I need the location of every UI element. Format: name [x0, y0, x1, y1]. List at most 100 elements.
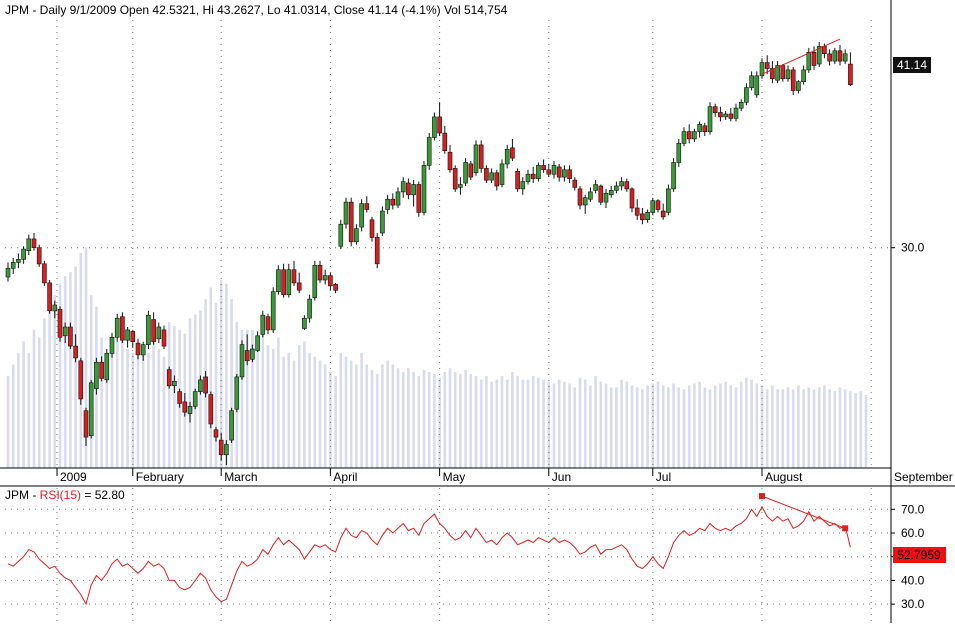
chart-title: JPM - Daily 9/1/2009 Open 42.5321, Hi 43… — [5, 3, 508, 17]
candle-body — [702, 125, 708, 133]
volume-bar — [734, 387, 738, 468]
volume-bar — [240, 329, 244, 468]
volume-bar — [750, 379, 753, 468]
volume-bar — [797, 385, 800, 468]
volume-bar — [136, 356, 140, 468]
month-label: Jul — [656, 470, 671, 484]
candle-body — [478, 144, 484, 169]
candle-body — [697, 124, 702, 132]
volume-bar — [27, 352, 31, 468]
price-y-tick-label: 30.0 — [901, 241, 925, 255]
volume-bar — [781, 389, 785, 468]
volume-bar — [261, 333, 265, 468]
volume-bar — [661, 385, 665, 468]
rsi-line — [7, 505, 851, 606]
candle-body — [837, 50, 843, 62]
volume-bar — [656, 381, 660, 468]
candle-body — [312, 264, 318, 298]
rsi-trend-handle — [759, 493, 765, 500]
candle-body — [161, 329, 167, 347]
volume-bar — [381, 364, 384, 468]
volume-bar — [542, 379, 545, 468]
volume-bar — [859, 391, 863, 468]
candle-body — [354, 228, 359, 243]
candle-body — [343, 201, 349, 225]
candle-body — [536, 165, 541, 179]
volume-bar — [620, 379, 623, 468]
candle-body — [614, 185, 619, 191]
volume-bar — [412, 372, 415, 468]
volume-bar — [609, 387, 613, 468]
candle-body — [114, 317, 120, 338]
candle-body — [380, 210, 385, 234]
candle-body — [796, 81, 801, 91]
rsi-tag-bg — [893, 547, 946, 563]
volume-bar — [485, 375, 488, 468]
candle-body — [369, 219, 375, 238]
volume-bar — [604, 383, 608, 468]
candle-body — [234, 376, 240, 410]
volume-bar — [531, 375, 535, 468]
volume-bar — [511, 372, 514, 468]
volume-bar — [339, 352, 343, 468]
month-label: September — [894, 470, 953, 484]
volume-layer — [6, 247, 868, 468]
volume-bar — [833, 391, 837, 468]
candle-body — [73, 345, 78, 359]
candle-body — [827, 53, 832, 62]
volume-bar — [573, 387, 577, 468]
candle-body — [572, 179, 578, 188]
candle-body — [411, 184, 416, 196]
volume-bar — [557, 379, 561, 468]
candle-body — [328, 275, 333, 287]
candle-body — [655, 200, 661, 210]
candle-body — [286, 269, 292, 296]
volume-bar — [687, 385, 691, 468]
volume-bar — [443, 372, 447, 468]
candle-body — [78, 360, 84, 400]
candle-body — [484, 168, 489, 181]
volume-bar — [807, 387, 811, 468]
candle-body — [567, 169, 572, 179]
candle-body — [364, 203, 370, 210]
candle-body — [333, 284, 338, 291]
volume-bar — [121, 335, 124, 468]
candle-body — [832, 50, 838, 62]
volume-bar — [459, 374, 462, 468]
volume-bar — [214, 302, 218, 468]
volume-bar — [599, 381, 603, 468]
volume-bar — [823, 385, 826, 468]
candle-body — [811, 51, 817, 66]
candle-body — [426, 137, 432, 166]
rsi-title-indicator: RSI(15) — [40, 488, 81, 502]
volume-bar — [58, 283, 62, 468]
volume-bar — [594, 375, 597, 468]
volume-bar — [724, 381, 727, 468]
candle-body — [385, 198, 390, 210]
candle-body — [208, 394, 214, 425]
candle-body — [629, 188, 635, 209]
candle-body — [546, 169, 552, 175]
candle-body — [229, 410, 234, 441]
volume-bar — [864, 395, 868, 468]
candle-body — [790, 69, 796, 91]
volume-bar — [755, 383, 759, 468]
candle-body — [666, 188, 671, 213]
candle-body — [83, 410, 89, 438]
volume-bar — [22, 341, 25, 468]
candle-body — [707, 106, 713, 132]
volume-bar — [396, 368, 400, 468]
volume-bar — [287, 352, 291, 468]
volume-bar — [318, 360, 322, 468]
candle-body — [541, 165, 546, 171]
volume-bar — [152, 337, 155, 468]
volume-bar — [37, 337, 41, 468]
volume-bar — [651, 383, 655, 468]
candle-layer — [5, 42, 853, 466]
candle-body — [640, 213, 645, 221]
candle-body — [338, 223, 344, 247]
volume-bar — [162, 356, 166, 468]
rsi-y-tick-label: 70.0 — [901, 502, 925, 516]
volume-bar — [849, 391, 852, 468]
candle-body — [135, 342, 141, 356]
